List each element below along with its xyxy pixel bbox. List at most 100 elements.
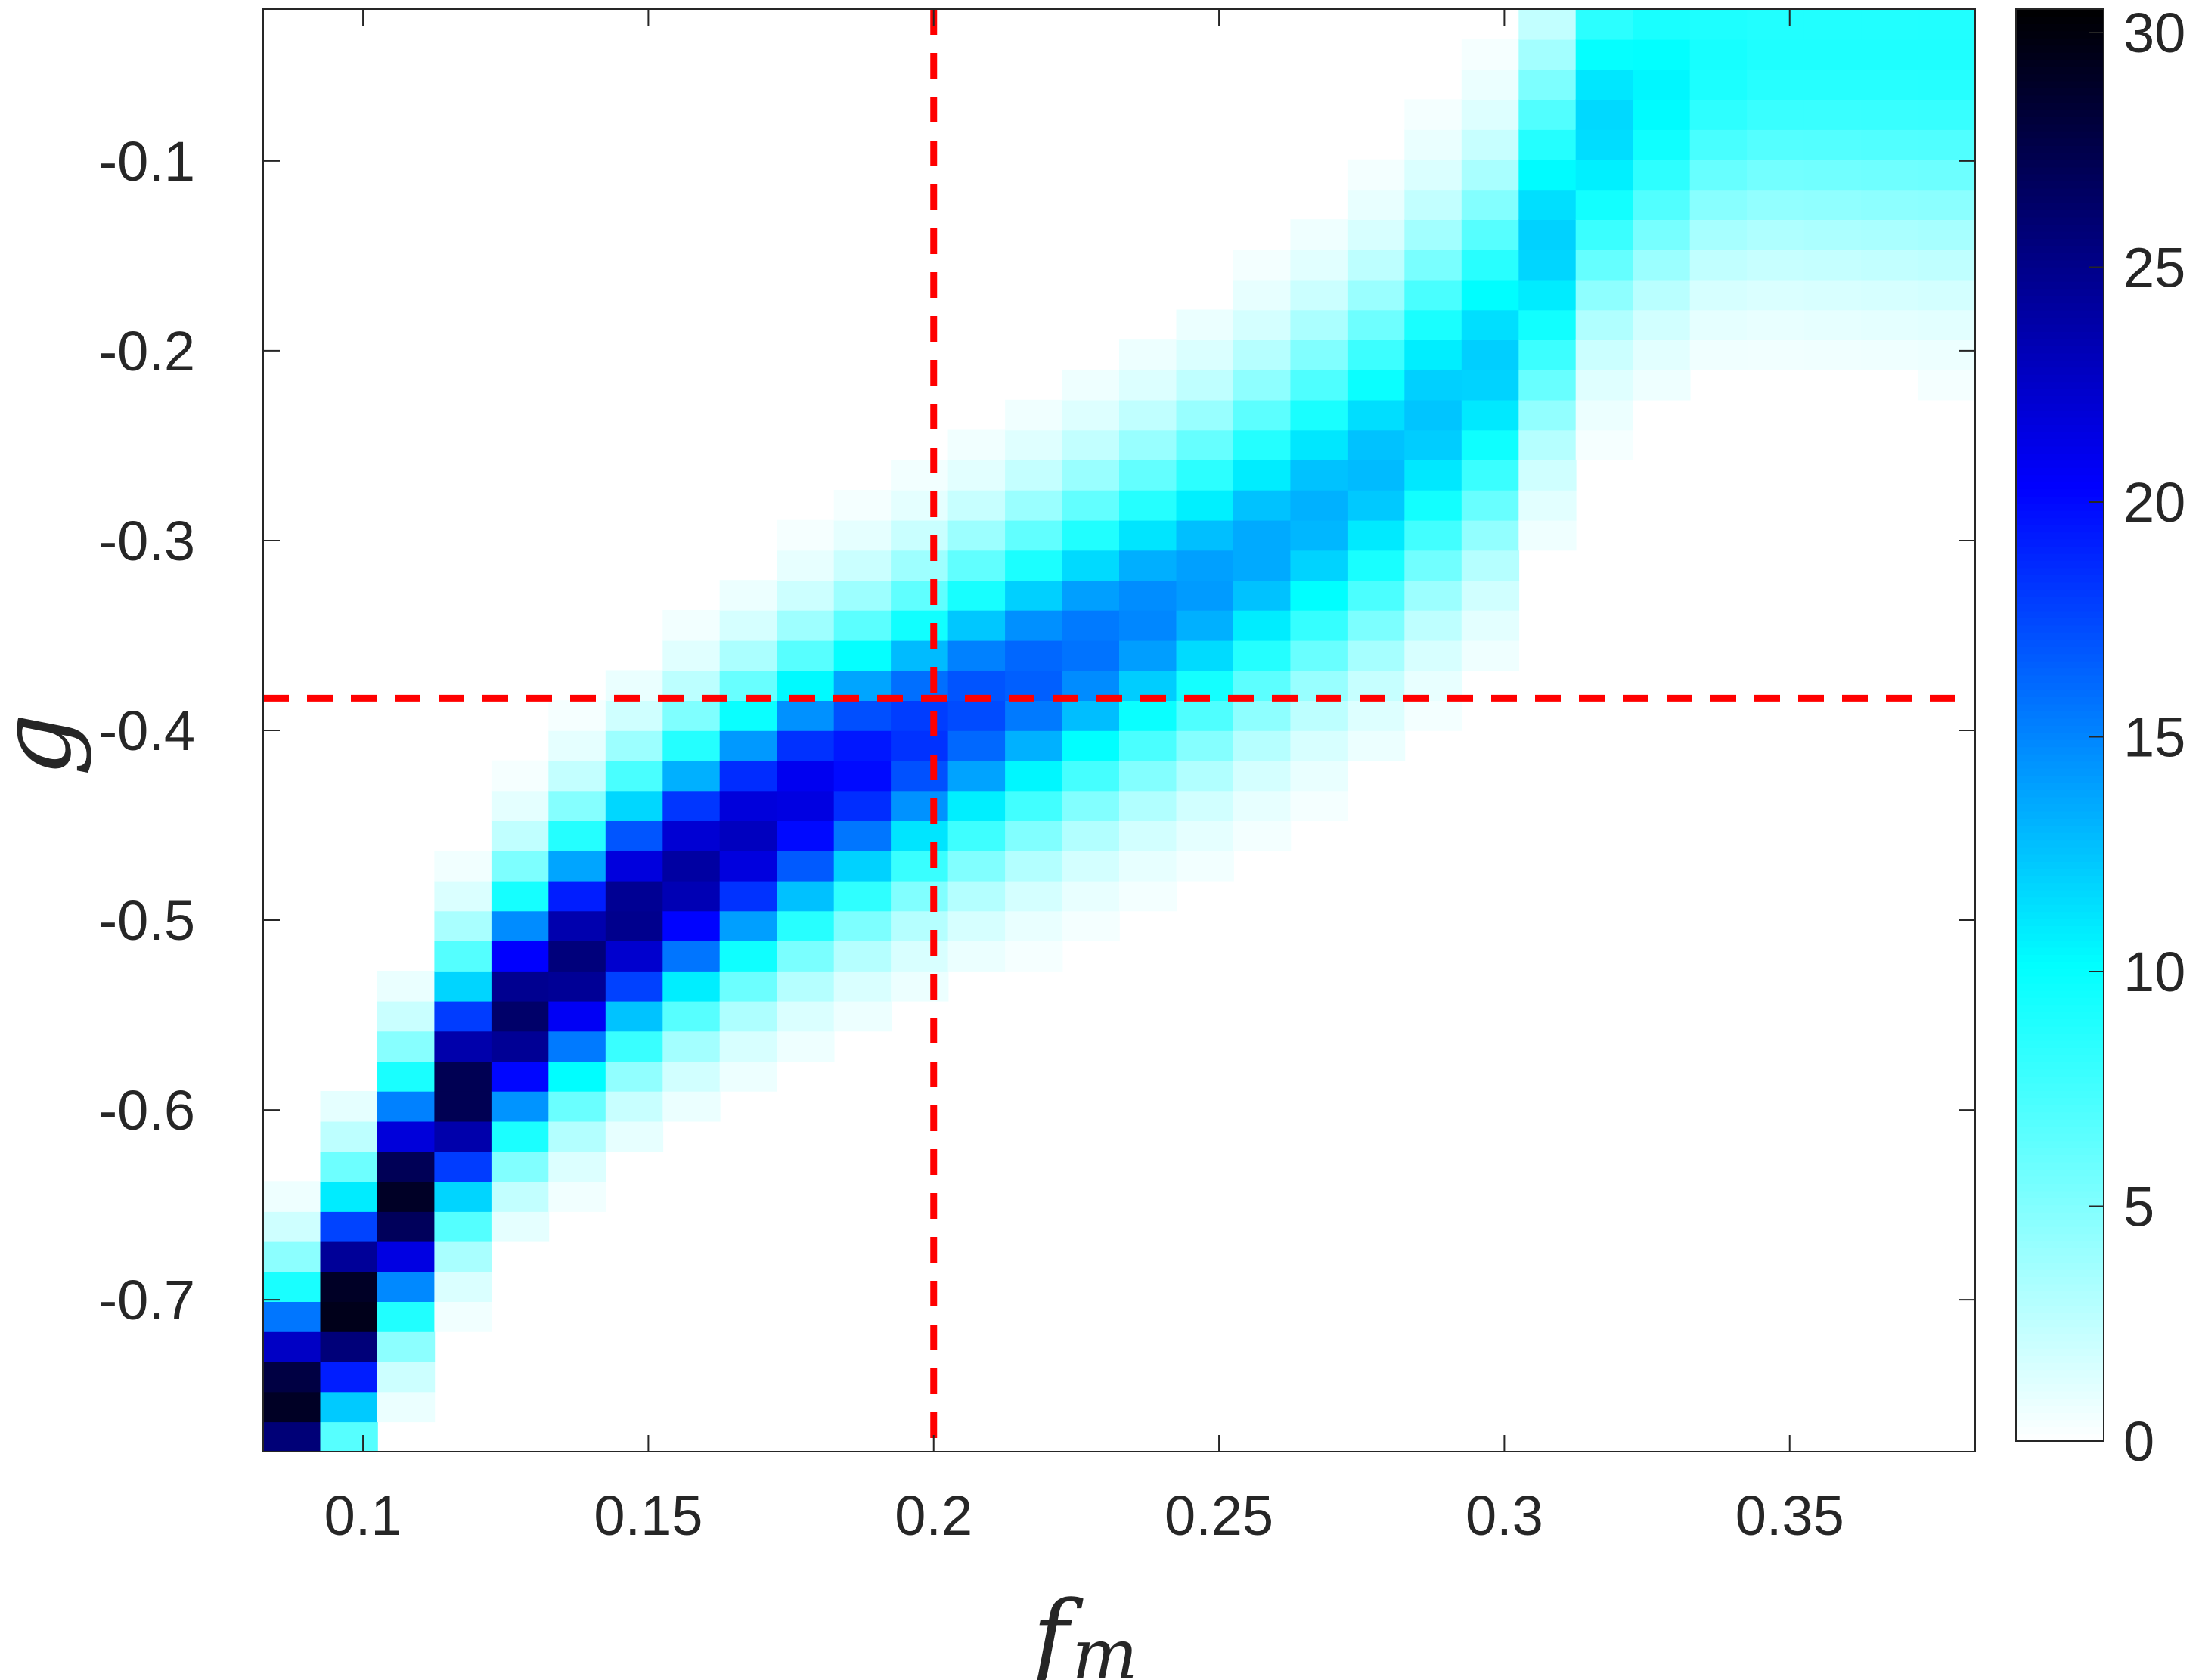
heatmap-cell [1119, 851, 1177, 882]
heatmap-cell [377, 1241, 436, 1272]
heatmap-cell [1404, 250, 1462, 281]
heatmap-cell [1747, 189, 1805, 220]
heatmap-cell [548, 790, 606, 821]
heatmap-cell [1747, 129, 1805, 160]
heatmap-cell [891, 820, 949, 851]
heatmap-cell [947, 910, 1006, 941]
heatmap-cell [1633, 219, 1691, 250]
heatmap-cell [662, 971, 721, 1002]
heatmap-cell [1005, 760, 1063, 792]
heatmap-cell [1233, 700, 1292, 731]
heatmap-cell [719, 1031, 777, 1062]
colorbar-band [2016, 195, 2104, 203]
colorbar-band [2016, 1297, 2104, 1306]
heatmap-cell [891, 550, 949, 581]
heatmap-cell [1062, 760, 1120, 792]
heatmap-cell [777, 1000, 835, 1032]
heatmap-cell [1347, 279, 1406, 311]
heatmap-cell [548, 700, 606, 731]
heatmap-cell [719, 880, 777, 912]
colorbar-band [2016, 947, 2104, 955]
colorbar-band [2016, 395, 2104, 404]
heatmap-cell [434, 1000, 492, 1032]
colorbar-band [2016, 1204, 2104, 1213]
heatmap-cell [947, 640, 1006, 671]
heatmap-cell [1119, 519, 1177, 551]
heatmap-cell [777, 880, 835, 912]
heatmap-cell [833, 941, 892, 972]
heatmap-cell [548, 971, 606, 1002]
heatmap-cell [1633, 129, 1691, 160]
colorbar-tick-label: 0 [2123, 1410, 2154, 1473]
heatmap-cell [833, 610, 892, 641]
heatmap-cell [891, 640, 949, 671]
heatmap-cell [1461, 250, 1520, 281]
heatmap-cell [947, 700, 1006, 731]
heatmap-cell [1518, 9, 1577, 40]
heatmap-cell [605, 1000, 664, 1032]
y-axis-ticks: -0.1 -0.2 -0.3 -0.4 -0.5 -0.6 -0.7 [98, 130, 1975, 1331]
heatmap-cell [1747, 39, 1805, 70]
colorbar-band [2016, 367, 2104, 375]
colorbar-band [2016, 1283, 2104, 1291]
colorbar-band [2016, 897, 2104, 905]
heatmap-cell [1689, 339, 1748, 370]
heatmap-cell [777, 971, 835, 1002]
heatmap-cell [1347, 490, 1406, 521]
colorbar-band [2016, 610, 2104, 618]
heatmap-cell [1176, 370, 1234, 401]
heatmap-cell [491, 941, 550, 972]
heatmap-cell [1803, 39, 1862, 70]
x-tick-label: 0.1 [324, 1484, 402, 1547]
heatmap-cell [662, 1000, 721, 1032]
colorbar-band [2016, 581, 2104, 590]
heatmap-cell [263, 1361, 321, 1393]
heatmap-cell [1176, 820, 1234, 851]
colorbar-band [2016, 882, 2104, 891]
heatmap-cell [1861, 99, 1919, 130]
heatmap-cell [1290, 490, 1348, 521]
heatmap-cell [1233, 339, 1292, 370]
heatmap-cell [1005, 640, 1063, 671]
heatmap-cell [777, 910, 835, 941]
heatmap-cell [1404, 700, 1462, 731]
heatmap-cell [1461, 69, 1520, 100]
plot-area [262, 8, 1976, 1452]
heatmap-cell [1176, 339, 1234, 370]
heatmap-cell [1461, 39, 1520, 70]
colorbar-band [2016, 847, 2104, 855]
colorbar-band [2016, 352, 2104, 361]
heatmap-cell [1747, 159, 1805, 191]
heatmap-cell [548, 1151, 606, 1182]
heatmap-cell [377, 1061, 436, 1092]
heatmap-cell [891, 971, 949, 1002]
heatmap-cell [1347, 460, 1406, 491]
colorbar-band [2016, 804, 2104, 812]
heatmap-cell [1290, 370, 1348, 401]
heatmap-cell [1119, 790, 1177, 821]
heatmap-cell [1747, 99, 1805, 130]
heatmap-cell [891, 490, 949, 521]
heatmap-cell [1119, 550, 1177, 581]
colorbar-band [2016, 1025, 2104, 1034]
colorbar-band [2016, 1068, 2104, 1077]
heatmap-cell [947, 760, 1006, 792]
colorbar-band [2016, 575, 2104, 583]
colorbar-band [2016, 1341, 2104, 1349]
colorbar-band [2016, 1326, 2104, 1334]
colorbar-band [2016, 596, 2104, 604]
heatmap-cell [833, 550, 892, 581]
heatmap-cell [1803, 69, 1862, 100]
heatmap-cell [605, 760, 664, 792]
colorbar-band [2016, 346, 2104, 354]
heatmap-cell [1176, 429, 1234, 460]
heatmap-cell [891, 880, 949, 912]
heatmap-cell [1689, 69, 1748, 100]
colorbar-band [2016, 152, 2104, 160]
heatmap-cell [1689, 189, 1748, 220]
heatmap-cell [1176, 580, 1234, 611]
heatmap-cell [1062, 700, 1120, 731]
heatmap-cell [1803, 159, 1862, 191]
heatmap-cell [833, 910, 892, 941]
heatmap-cell [1404, 219, 1462, 250]
